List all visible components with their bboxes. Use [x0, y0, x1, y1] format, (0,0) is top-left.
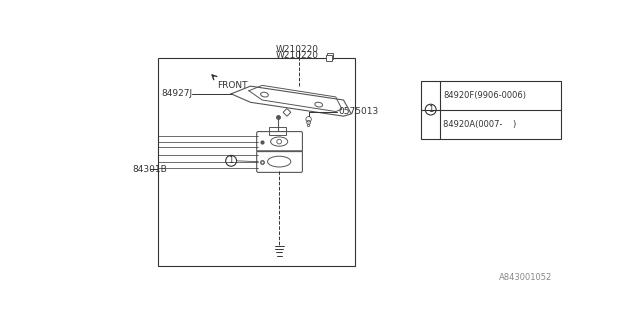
Text: W210220: W210220	[275, 51, 318, 60]
Text: 1: 1	[228, 156, 234, 165]
Text: 1: 1	[428, 105, 433, 114]
Text: 84301B: 84301B	[132, 165, 168, 174]
Text: 0575013: 0575013	[339, 107, 379, 116]
Text: W210220: W210220	[275, 45, 318, 54]
Bar	[157, 58, 355, 266]
Bar	[326, 55, 332, 61]
Bar	[327, 53, 333, 59]
Text: 84927J: 84927J	[161, 89, 193, 98]
Text: 84920A(0007-    ): 84920A(0007- )	[444, 120, 516, 129]
Text: FRONT: FRONT	[217, 81, 248, 90]
Text: A843001052: A843001052	[499, 273, 552, 282]
Bar	[269, 127, 286, 135]
Bar	[421, 81, 561, 139]
Text: 84920F(9906-0006): 84920F(9906-0006)	[444, 91, 527, 100]
